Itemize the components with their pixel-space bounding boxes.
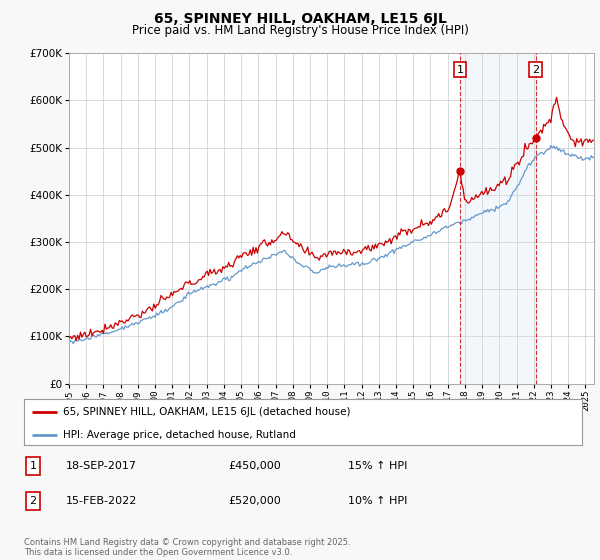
Bar <box>460 53 536 384</box>
Text: 1: 1 <box>457 65 464 74</box>
Text: 65, SPINNEY HILL, OAKHAM, LE15 6JL (detached house): 65, SPINNEY HILL, OAKHAM, LE15 6JL (deta… <box>63 407 350 417</box>
Text: 1: 1 <box>29 461 37 471</box>
Text: 15-FEB-2022: 15-FEB-2022 <box>66 496 137 506</box>
Text: 10% ↑ HPI: 10% ↑ HPI <box>348 496 407 506</box>
Text: £450,000: £450,000 <box>228 461 281 471</box>
Text: 2: 2 <box>29 496 37 506</box>
Text: 15% ↑ HPI: 15% ↑ HPI <box>348 461 407 471</box>
Text: 65, SPINNEY HILL, OAKHAM, LE15 6JL: 65, SPINNEY HILL, OAKHAM, LE15 6JL <box>154 12 446 26</box>
Text: Contains HM Land Registry data © Crown copyright and database right 2025.
This d: Contains HM Land Registry data © Crown c… <box>24 538 350 557</box>
Text: 2: 2 <box>532 65 539 74</box>
Text: Price paid vs. HM Land Registry's House Price Index (HPI): Price paid vs. HM Land Registry's House … <box>131 24 469 37</box>
Text: HPI: Average price, detached house, Rutland: HPI: Average price, detached house, Rutl… <box>63 430 296 440</box>
Text: 18-SEP-2017: 18-SEP-2017 <box>66 461 137 471</box>
Text: £520,000: £520,000 <box>228 496 281 506</box>
